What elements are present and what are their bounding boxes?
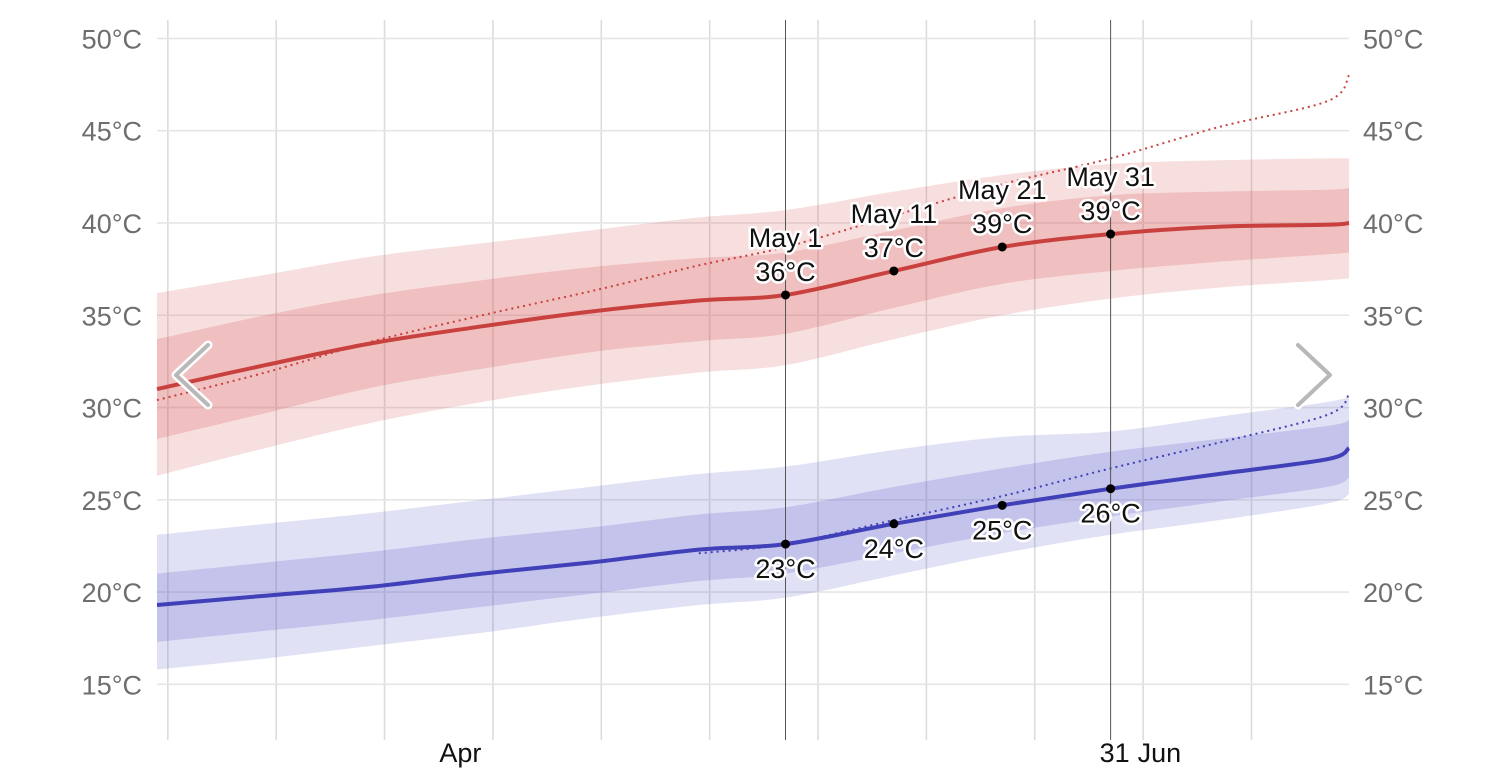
chevron-left-icon-stroke [174,343,210,407]
annotation-point [997,242,1007,252]
trend-line-low [698,393,1350,555]
annotation-value-label: 24°C [864,534,924,564]
x-tick-label: 31 [1100,738,1130,768]
y-tick-label-left: 20°C [82,578,142,608]
annotation-value-label: 26°C [1080,499,1140,529]
y-tick-label-right: 20°C [1363,578,1423,608]
grid [157,20,1349,740]
y-tick-label-left: 45°C [82,117,142,147]
y-tick-label-left: 25°C [82,486,142,516]
x-axis: Apr 31 Jun [439,738,1181,768]
band-inner-high [157,187,1349,439]
y-tick-label-left: 15°C [82,670,142,700]
bands [157,158,1349,670]
y-tick-label-left: 50°C [82,24,142,54]
highlight-lines [785,20,1112,740]
y-tick-label-left: 40°C [82,209,142,239]
y-tick-label-right: 30°C [1363,394,1423,424]
annotation-point [1106,484,1116,494]
annotation-point [781,290,791,300]
prev-button[interactable] [165,335,220,415]
annotation-date-label: May 1 [749,223,823,253]
annotation-date-label: May 21 [958,175,1047,205]
y-tick-label-right: 15°C [1363,670,1423,700]
y-tick-label-left: 30°C [82,394,142,424]
next-button[interactable] [1285,335,1340,415]
y-axis: 15°C 15°C 20°C 20°C 25°C 25°C 30°C 30°C 35°C 35°C… [82,24,1424,700]
annotation-value-label: 23°C [755,554,815,584]
annotation-value-label: 37°C [864,233,924,263]
annotation-points [781,229,1116,549]
y-tick-label-right: 40°C [1363,209,1423,239]
y-tick-label-right: 35°C [1363,301,1423,331]
annotation-point [997,500,1007,510]
x-tick-label: Jun [1138,738,1182,768]
band-outer-high [157,158,1349,476]
chevron-right-icon-stroke [1296,343,1332,407]
annotation-labels: May 1 36°C May 11 37°C May 21 39°C May 31 39°C 2… [746,160,1157,587]
y-tick-label-right: 45°C [1363,117,1423,147]
annotation-point [889,519,899,529]
y-tick-label-left: 35°C [82,301,142,331]
annotation-date-label: May 11 [851,199,938,229]
annotation-value-label: 39°C [1080,196,1140,226]
y-tick-label-right: 25°C [1363,486,1423,516]
annotation-value-label: 25°C [972,515,1032,545]
x-tick-label: Apr [439,738,481,768]
band-inner-low [157,420,1349,642]
annotation-point [1106,229,1116,239]
annotation-point [889,266,899,276]
annotation-value-label: 39°C [972,209,1032,239]
annotation-date-label: May 31 [1066,162,1155,192]
y-tick-label-right: 50°C [1363,24,1423,54]
annotation-point [781,539,791,549]
annotation-value-label: 36°C [755,257,815,287]
band-outer-low [157,396,1349,670]
